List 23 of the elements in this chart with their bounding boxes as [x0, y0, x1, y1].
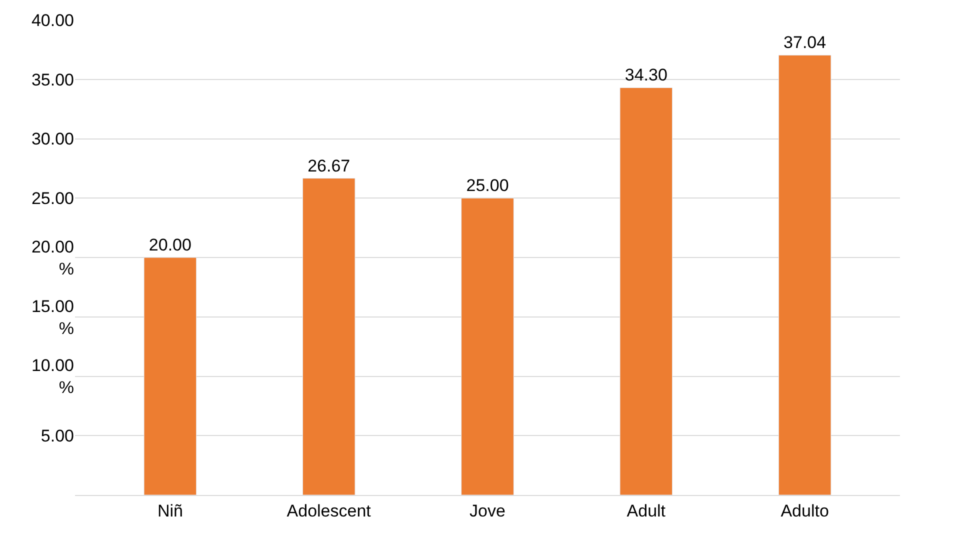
data-label: 34.30 [624, 66, 668, 85]
bar [620, 87, 673, 495]
bar [302, 178, 356, 495]
x-tick-label: Adulto [780, 501, 829, 520]
bar [461, 198, 514, 495]
x-tick-label: Niñ [157, 501, 183, 520]
bar [778, 54, 832, 495]
data-label: 25.00 [466, 176, 509, 196]
y-tick-label: 15.00 % [31, 296, 74, 338]
data-label: 37.04 [784, 33, 826, 52]
y-tick-label: 30.00 [31, 130, 74, 149]
y-tick-label: 25.00 [31, 189, 74, 208]
x-tick-label: Adolescent [286, 501, 372, 520]
y-tick-label: 20.00 % [31, 237, 74, 278]
y-tick-label: 5.00 [40, 426, 74, 446]
data-label: 20.00 [148, 236, 192, 254]
y-tick-label: 10.00 % [31, 356, 74, 398]
bar [144, 257, 197, 495]
y-tick-label: 35.00 [31, 70, 74, 90]
x-tick-label: Adult [626, 501, 666, 520]
data-label: 26.67 [308, 156, 350, 176]
x-tick-label: Jove [470, 501, 506, 520]
y-tick-label: 40.00 [31, 10, 74, 30]
